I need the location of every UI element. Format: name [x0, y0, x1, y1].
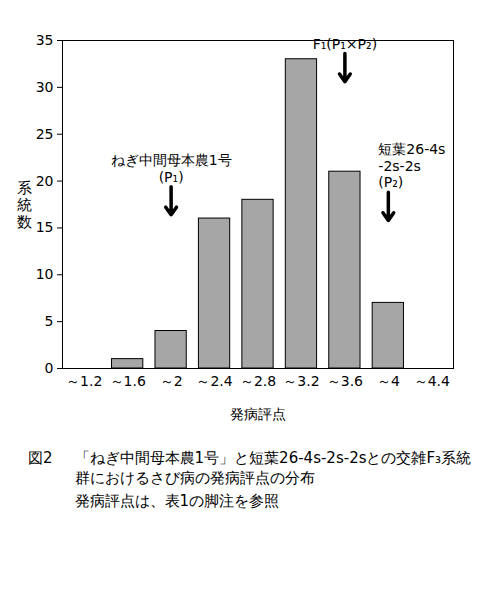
svg-text:ねぎ中間母本農1号(P₁): ねぎ中間母本農1号(P₁): [111, 152, 232, 185]
svg-text:5: 5: [45, 313, 54, 329]
svg-text:～1.2: ～1.2: [66, 373, 102, 389]
svg-text:30: 30: [36, 79, 54, 95]
html-text:図2: 図2: [28, 449, 53, 467]
svg-text:～4.4: ～4.4: [414, 373, 450, 389]
html-text:「ねぎ中間母本農1号」と短葉26-4s-2s-2sとの交雑F: 「ねぎ中間母本農1号」と短葉26-4s-2s-2sとの交雑F₃系統群におけるさび…: [74, 449, 472, 488]
svg-text:15: 15: [36, 219, 54, 235]
svg-text:～2.4: ～2.4: [196, 373, 232, 389]
svg-text:短葉26-4s-2s-2s(P₂): 短葉26-4s-2s-2s(P₂): [378, 141, 445, 191]
svg-text:0: 0: [45, 360, 54, 376]
svg-text:～2.8: ～2.8: [240, 373, 276, 389]
svg-text:系統数: 系統数: [17, 179, 32, 232]
svg-text:～3.6: ～3.6: [327, 373, 363, 389]
svg-text:35: 35: [36, 32, 54, 48]
svg-text:～4: ～4: [377, 373, 400, 389]
svg-text:20: 20: [36, 173, 54, 189]
svg-text:25: 25: [36, 126, 54, 142]
svg-text:発病評点: 発病評点: [230, 406, 286, 422]
svg-text:～3.2: ～3.2: [283, 373, 319, 389]
svg-text:～1.6: ～1.6: [110, 373, 146, 389]
html-text:発病評点は、表1の脚注を参照: 発病評点は、表1の脚注を参照: [74, 491, 280, 510]
svg-text:10: 10: [36, 266, 54, 282]
svg-text:F₁(P₁×P₂): F₁(P₁×P₂): [313, 36, 377, 52]
svg-text:～2: ～2: [160, 373, 183, 389]
